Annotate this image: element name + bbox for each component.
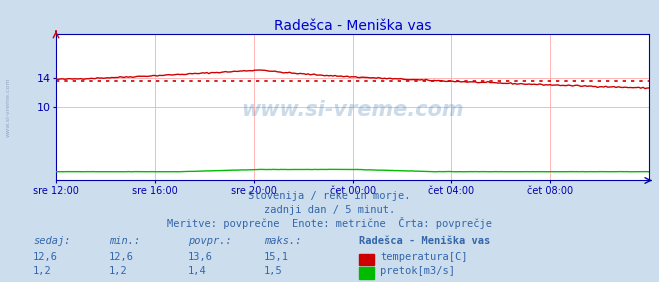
Title: Radešca - Meniška vas: Radešca - Meniška vas [274, 19, 431, 33]
Text: Meritve: povprečne  Enote: metrične  Črta: povprečje: Meritve: povprečne Enote: metrične Črta:… [167, 217, 492, 229]
Text: pretok[m3/s]: pretok[m3/s] [380, 266, 455, 276]
Text: 13,6: 13,6 [188, 252, 213, 262]
Text: maks.:: maks.: [264, 236, 301, 246]
Text: temperatura[C]: temperatura[C] [380, 252, 468, 262]
Text: 1,2: 1,2 [33, 266, 51, 276]
Text: 1,2: 1,2 [109, 266, 127, 276]
Text: 1,5: 1,5 [264, 266, 282, 276]
Text: Radešca - Meniška vas: Radešca - Meniška vas [359, 236, 490, 246]
Text: sedaj:: sedaj: [33, 236, 71, 246]
Text: 12,6: 12,6 [33, 252, 58, 262]
Text: zadnji dan / 5 minut.: zadnji dan / 5 minut. [264, 205, 395, 215]
Text: www.si-vreme.com: www.si-vreme.com [5, 78, 11, 137]
Text: www.si-vreme.com: www.si-vreme.com [241, 100, 464, 120]
Text: 15,1: 15,1 [264, 252, 289, 262]
Text: 1,4: 1,4 [188, 266, 206, 276]
Text: Slovenija / reke in morje.: Slovenija / reke in morje. [248, 191, 411, 201]
Text: 12,6: 12,6 [109, 252, 134, 262]
Text: povpr.:: povpr.: [188, 236, 231, 246]
Text: min.:: min.: [109, 236, 140, 246]
